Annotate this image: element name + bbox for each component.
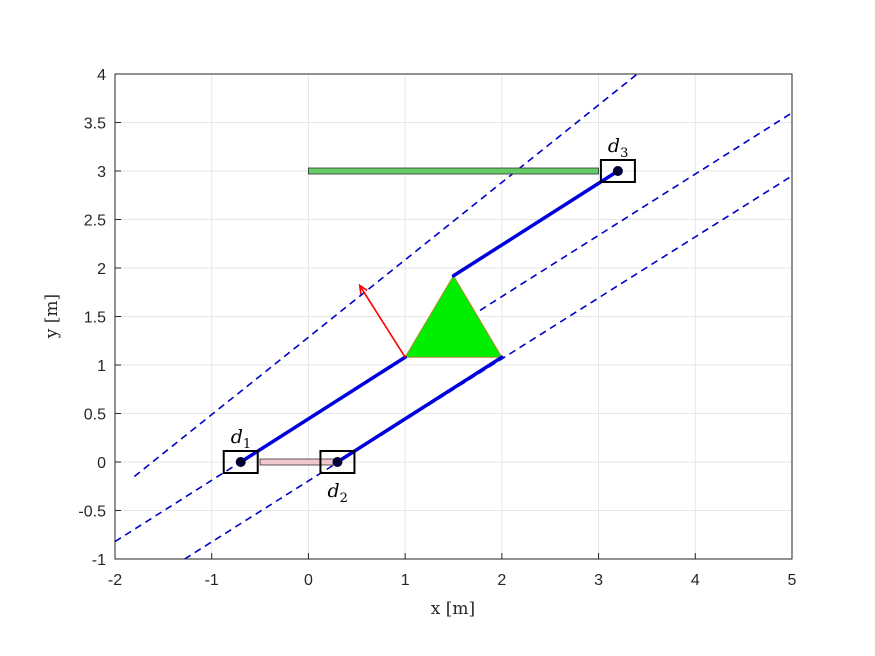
y-tick-label: -0.5 [78,504,106,521]
y-tick-label: 1 [97,358,106,375]
drive-label: d3 [608,135,628,161]
y-tick-label: 1.5 [84,310,106,327]
x-tick-label: -2 [108,572,122,589]
rail [259,458,338,466]
x-tick-label: 1 [401,572,410,589]
x-tick-label: -1 [205,572,219,589]
rail [308,167,599,175]
y-tick-label: 0.5 [84,407,106,424]
drive-point [612,166,623,176]
drive-box [319,450,356,474]
drive-box [222,450,259,474]
cable [335,355,504,464]
y-tick-label: 2 [97,261,106,278]
y-tick-label: 3.5 [84,116,106,133]
y-tick-label: 4 [97,67,106,84]
y-axis-label: y [m] [42,294,62,339]
y-tick-label: 0 [97,455,106,472]
marker-layer: d1 d2 d3 [222,135,636,506]
x-tick-label: 3 [594,572,603,589]
drive-box [599,159,636,183]
drive-label: d1 [231,426,251,452]
platform-triangle [404,274,503,358]
cable [451,169,620,278]
drive-point [332,457,343,467]
x-tick-label: 0 [304,572,313,589]
x-axis-label: x [m] [431,599,475,619]
cable [238,355,407,464]
x-tick-label: 2 [497,572,506,589]
x-tick-label: 4 [691,572,700,589]
force-arrow-head [358,283,368,295]
x-tick-label: 5 [788,572,797,589]
data-layer [115,74,792,559]
y-tick-label: 2.5 [84,213,106,230]
ticks: -2 -1 0 1 2 3 4 5-1-0.500.511.522.533.54 [78,67,796,589]
drive-label: d2 [327,480,347,506]
drive-point [235,457,246,467]
force-arrow-shaft [359,285,406,358]
y-tick-label: 3 [97,164,106,181]
y-tick-label: -1 [92,552,106,569]
